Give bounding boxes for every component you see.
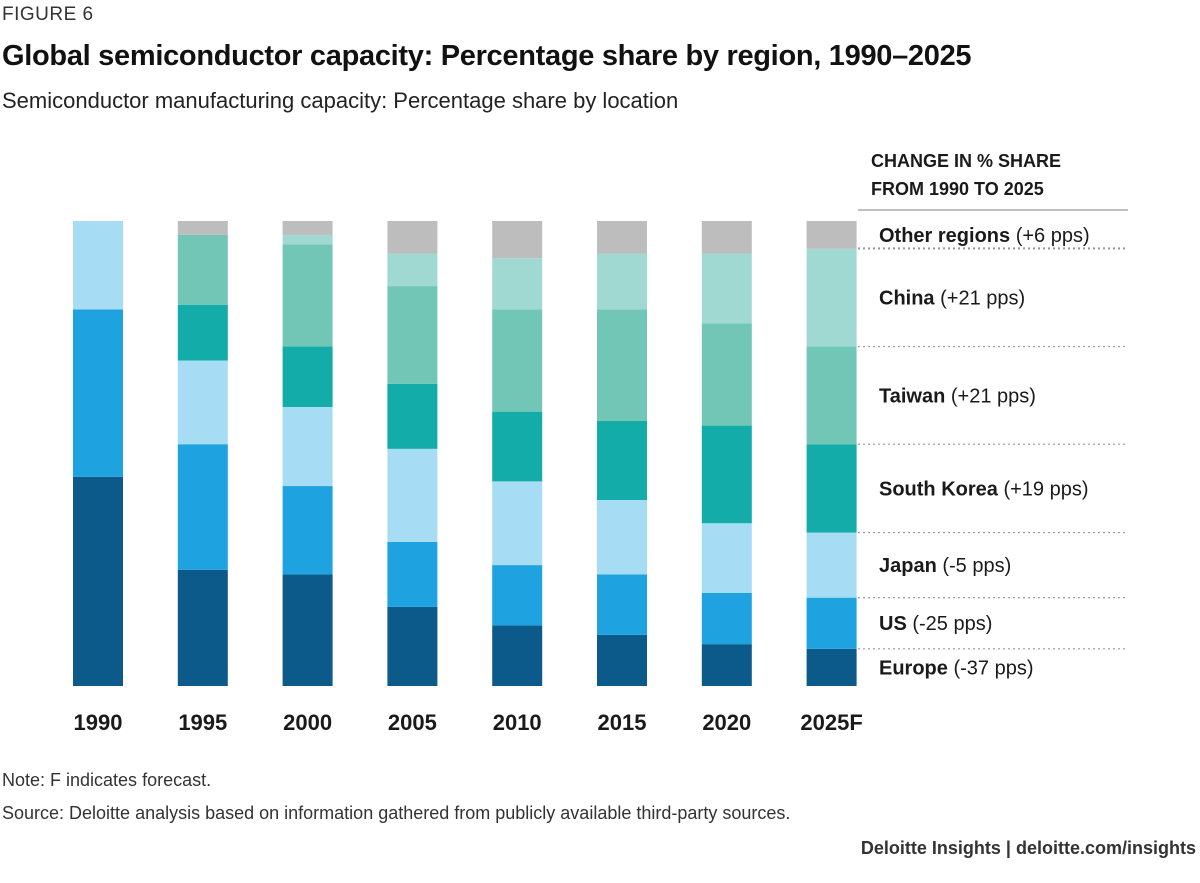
bar-2020-japan xyxy=(701,523,752,593)
bar-2010-south-korea xyxy=(492,411,543,482)
bar-2010-japan xyxy=(492,481,543,566)
bar-1990-us xyxy=(73,309,123,477)
bar-2025f-south-korea xyxy=(806,444,857,533)
x-tick-label: 2020 xyxy=(702,710,751,735)
bar-2020-us xyxy=(701,593,752,645)
bar-2020-europe xyxy=(701,644,752,686)
bar-2005-other-regions xyxy=(387,221,438,254)
bar-2005-taiwan xyxy=(387,286,438,384)
bar-2010-us xyxy=(492,565,543,626)
legend-label-europe: Europe (-37 pps) xyxy=(879,657,1033,679)
bar-2020-china xyxy=(701,253,752,324)
source-note: Source: Deloitte analysis based on infor… xyxy=(2,803,791,823)
bar-2020-other-regions xyxy=(701,221,752,254)
figure-label: FIGURE 6 xyxy=(2,4,94,25)
bar-2000-japan xyxy=(282,407,333,487)
bar-2010-other-regions xyxy=(492,221,543,259)
bar-2020-south-korea xyxy=(701,425,752,524)
bar-1995-taiwan xyxy=(177,234,228,305)
chart-subtitle: Semiconductor manufacturing capacity: Pe… xyxy=(2,88,679,113)
bar-2015-other-regions xyxy=(597,221,647,254)
bar-2025f-taiwan xyxy=(806,346,857,445)
bar-2015-europe xyxy=(597,634,647,686)
bar-1995-other-regions xyxy=(177,221,228,235)
bar-2020-taiwan xyxy=(701,323,752,426)
bar-2005-japan xyxy=(387,448,438,542)
legend-label-china: China (+21 pps) xyxy=(879,288,1025,310)
bar-2000-us xyxy=(282,486,333,575)
legend-label-taiwan: Taiwan (+21 pps) xyxy=(879,385,1036,407)
x-tick-label: 1995 xyxy=(178,710,227,735)
bar-2000-taiwan xyxy=(282,244,333,347)
bar-2000-europe xyxy=(282,574,333,686)
bar-2005-europe xyxy=(387,606,438,686)
bar-1995-south-korea xyxy=(177,304,228,361)
bar-2000-south-korea xyxy=(282,346,333,407)
bar-2000-china xyxy=(282,234,333,245)
x-tick-label: 2000 xyxy=(283,710,332,735)
chart-title: Global semiconductor capacity: Percentag… xyxy=(2,40,972,72)
bar-2025f-japan xyxy=(806,532,857,598)
bar-1995-us xyxy=(177,444,228,570)
bar-1995-europe xyxy=(177,569,228,686)
x-tick-label: 1990 xyxy=(74,710,123,735)
footnote: Note: F indicates forecast. xyxy=(2,770,212,790)
legend-heading-line: FROM 1990 TO 2025 xyxy=(871,179,1044,199)
legend-label-us: US (-25 pps) xyxy=(879,613,992,635)
bar-2015-china xyxy=(597,253,647,310)
bar-1995-japan xyxy=(177,360,228,445)
bar-2005-us xyxy=(387,541,438,607)
stacked-bar-chart: 1990 1995 2000 2005 2010 2015 2020 2025F CHANGE … xyxy=(73,151,1128,735)
bar-2015-south-korea xyxy=(597,420,647,500)
bar-1990-europe xyxy=(73,476,123,686)
bar-2010-europe xyxy=(492,625,543,686)
legend-label-south-korea: South Korea (+19 pps) xyxy=(879,478,1089,500)
legend-label-other-regions: Other regions (+6 pps) xyxy=(879,225,1090,247)
legend-heading-line: CHANGE IN % SHARE xyxy=(871,151,1061,171)
bar-2015-us xyxy=(597,574,647,635)
bar-2005-south-korea xyxy=(387,383,438,449)
x-tick-label: 2015 xyxy=(598,710,647,735)
bar-2025f-china xyxy=(806,248,857,347)
bar-2025f-us xyxy=(806,597,857,649)
bar-2025f-other-regions xyxy=(806,221,857,249)
bar-2025f-europe xyxy=(806,648,857,686)
x-tick-label: 2010 xyxy=(493,710,542,735)
bar-2005-china xyxy=(387,253,438,287)
bar-2010-china xyxy=(492,258,543,310)
bar-2010-taiwan xyxy=(492,309,543,412)
bar-2015-japan xyxy=(597,500,647,575)
bar-2015-taiwan xyxy=(597,309,647,421)
brand-credit: Deloitte Insights | deloitte.com/insight… xyxy=(860,838,1196,858)
bar-1990-japan xyxy=(73,221,123,310)
x-tick-label: 2005 xyxy=(388,710,437,735)
x-tick-label: 2025F xyxy=(800,710,862,735)
bar-2000-other-regions xyxy=(282,221,333,235)
legend-label-japan: Japan (-5 pps) xyxy=(879,555,1011,577)
